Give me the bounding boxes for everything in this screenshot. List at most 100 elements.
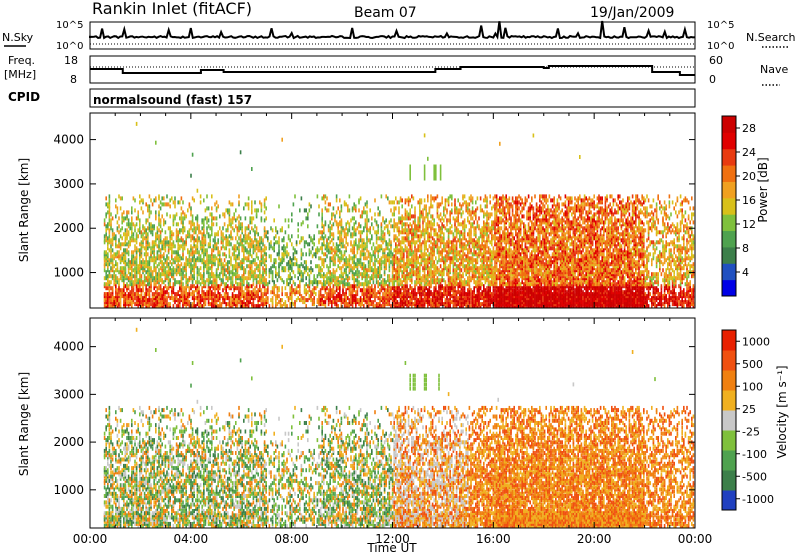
- heatmap-cell: [423, 302, 426, 307]
- heatmap-cell: [443, 212, 445, 217]
- heatmap-cell: [223, 252, 226, 257]
- heatmap-cell: [307, 284, 309, 289]
- heatmap-cell: [292, 280, 295, 285]
- heatmap-cell: [395, 286, 397, 291]
- heatmap-cell: [113, 270, 115, 275]
- heatmap-cell: [417, 260, 419, 265]
- heatmap-cell: [267, 236, 269, 241]
- heatmap-cell: [231, 226, 234, 231]
- heatmap-cell: [142, 236, 144, 241]
- heatmap-cell: [135, 246, 138, 251]
- heatmap-cell: [222, 252, 224, 257]
- heatmap-cell: [299, 280, 301, 285]
- heatmap-cell: [407, 212, 410, 217]
- heatmap-cell: [228, 300, 231, 305]
- heatmap-cell: [307, 298, 309, 303]
- heatmap-cell: [339, 266, 341, 271]
- heatmap-cell: [403, 284, 405, 289]
- heatmap-cell: [199, 246, 202, 251]
- heatmap-cell: [454, 198, 456, 203]
- heatmap-cell: [449, 226, 451, 231]
- heatmap-cell: [443, 256, 445, 261]
- heatmap-cell: [439, 250, 442, 255]
- heatmap-cell: [132, 292, 135, 297]
- heatmap-cell: [139, 294, 141, 299]
- heatmap-cell: [436, 290, 439, 295]
- heatmap-cell: [334, 270, 336, 275]
- heatmap-cell: [323, 240, 325, 245]
- heatmap-cell: [171, 286, 173, 291]
- heatmap-cell: [371, 258, 373, 263]
- heatmap-cell: [446, 266, 448, 271]
- heatmap-cell: [430, 198, 432, 203]
- heatmap-cell: [257, 244, 259, 249]
- heatmap-cell: [457, 228, 459, 233]
- heatmap-cell: [371, 222, 373, 227]
- heatmap-cell: [401, 250, 403, 255]
- heatmap-cell: [206, 220, 208, 225]
- heatmap-cell: [118, 230, 120, 235]
- noise-sky-label: N.Sky: [2, 31, 34, 44]
- heatmap-cell: [396, 236, 399, 241]
- heatmap-cell: [441, 222, 443, 227]
- heatmap-cell: [119, 276, 122, 281]
- heatmap-cell: [148, 222, 151, 227]
- heatmap-cell: [113, 256, 115, 261]
- heatmap-cell: [203, 228, 205, 233]
- heatmap-cell: [433, 196, 435, 201]
- heatmap-cell: [433, 246, 435, 251]
- heatmap-cell: [417, 270, 419, 275]
- heatmap-cell: [132, 236, 135, 241]
- heatmap-cell: [105, 250, 107, 255]
- heatmap-cell: [393, 262, 395, 267]
- heatmap-cell: [343, 250, 346, 255]
- heatmap-cell: [158, 216, 160, 221]
- heatmap-cell: [220, 266, 223, 271]
- heatmap-cell: [353, 206, 355, 211]
- heatmap-cell: [409, 268, 411, 273]
- heatmap-cell: [332, 284, 335, 289]
- heatmap-cell: [454, 244, 456, 249]
- heatmap-cell: [311, 268, 314, 273]
- heatmap-cell: [199, 254, 202, 259]
- heatmap-cell: [121, 212, 123, 217]
- heatmap-cell: [191, 256, 194, 261]
- heatmap-cell: [215, 294, 218, 299]
- heatmap-cell: [327, 292, 330, 297]
- heatmap-cell: [441, 258, 443, 263]
- noise-panel: N.Sky 10^5 10^0 10^5 10^0 N.Search: [2, 20, 796, 52]
- heatmap-cell: [175, 272, 178, 277]
- heatmap-cell: [179, 304, 181, 309]
- heatmap-cell: [147, 298, 149, 303]
- heatmap-cell: [107, 262, 109, 267]
- heatmap-cell: [118, 254, 120, 259]
- heatmap-cell: [454, 202, 456, 207]
- heatmap-cell: [286, 242, 288, 247]
- heatmap-cell: [332, 262, 335, 267]
- heatmap-cell: [443, 244, 445, 249]
- heatmap-cell: [415, 272, 418, 277]
- heatmap-cell: [331, 238, 333, 243]
- heatmap-cell: [302, 264, 304, 269]
- heatmap-cell: [259, 248, 261, 253]
- heatmap-cell: [334, 280, 336, 285]
- heatmap-cell: [155, 256, 157, 261]
- heatmap-cell: [283, 244, 285, 249]
- heatmap-cell: [134, 198, 136, 203]
- heatmap-cell: [415, 240, 418, 245]
- heatmap-cell: [380, 280, 383, 285]
- heatmap-cell: [377, 244, 379, 249]
- heatmap-cell: [217, 238, 219, 243]
- heatmap-cell: [251, 226, 253, 231]
- heatmap-cell: [395, 196, 397, 201]
- heatmap-cell: [158, 194, 160, 199]
- heatmap-cell: [355, 204, 357, 209]
- heatmap-cell: [443, 260, 445, 265]
- heatmap-cell: [358, 244, 360, 249]
- heatmap-cell: [121, 266, 123, 271]
- heatmap-cell: [113, 264, 115, 269]
- heatmap-cell: [172, 282, 175, 287]
- heatmap-cell: [249, 248, 251, 253]
- heatmap-cell: [163, 202, 165, 207]
- heatmap-cell: [175, 234, 178, 239]
